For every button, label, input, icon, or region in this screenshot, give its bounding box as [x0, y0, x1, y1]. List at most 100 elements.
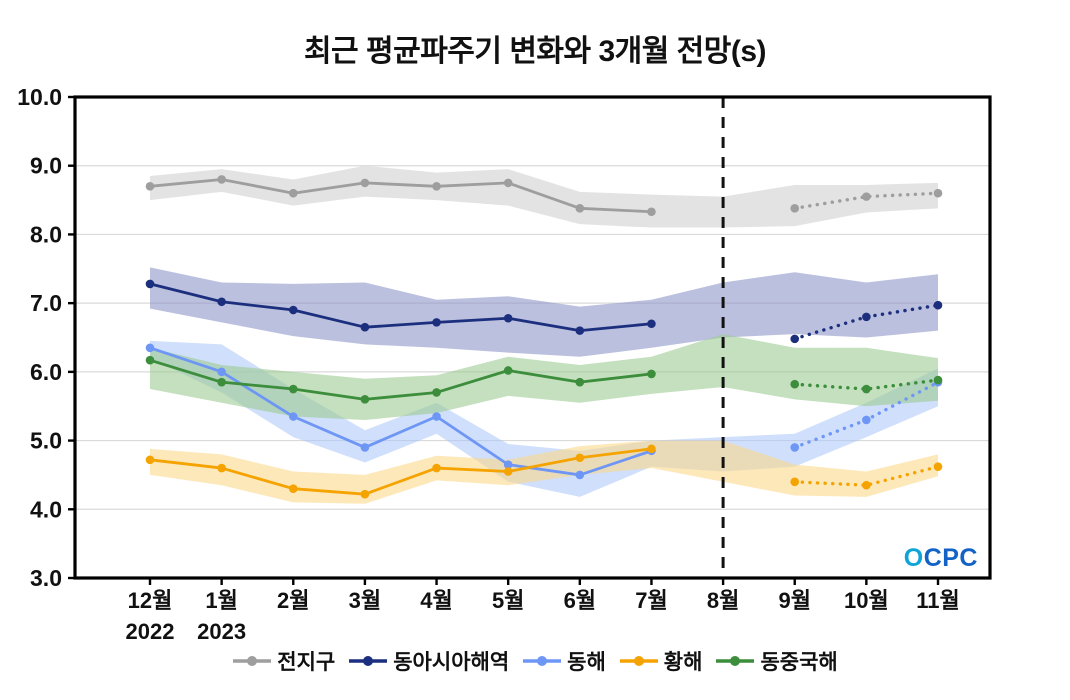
point-동중국해	[575, 377, 585, 387]
x-year-label: 2023	[197, 619, 246, 644]
line-동중국해	[149, 358, 652, 401]
point-동중국해	[933, 375, 943, 385]
point-동해	[217, 367, 226, 377]
x-tick-label: 4월	[420, 588, 452, 613]
point-황해	[360, 489, 370, 499]
point-전지구	[575, 204, 585, 213]
legend-marker	[619, 656, 658, 666]
point-황해	[862, 480, 871, 490]
legend-item-1: 동아시아해역	[348, 646, 509, 676]
point-동아시아해역	[217, 297, 226, 307]
point-동아시아해역	[862, 312, 871, 322]
point-동해	[790, 443, 800, 452]
chart-legend: 전지구 동아시아해역 동해 황해 동중국해	[0, 646, 1070, 676]
band-황해	[150, 440, 938, 504]
point-동중국해	[503, 366, 513, 375]
point-동아시아해역	[432, 318, 441, 327]
chart-title: 최근 평균파주기 변화와 3개월 전망(s)	[303, 35, 767, 68]
legend-item-0: 전지구	[232, 646, 335, 676]
point-동중국해	[647, 369, 656, 379]
point-전지구	[288, 188, 298, 198]
point-동해	[145, 343, 155, 353]
point-동해	[288, 412, 298, 421]
point-동중국해	[790, 379, 800, 389]
y-tick-label: 3.0	[30, 565, 62, 591]
point-동아시아해역	[575, 326, 585, 335]
point-동해	[360, 443, 370, 452]
point-전지구	[647, 207, 656, 217]
point-황해	[432, 463, 441, 473]
point-전지구	[862, 192, 871, 201]
ocpc-logo: OCPC	[904, 544, 978, 572]
point-동중국해	[862, 384, 871, 394]
point-황해	[575, 453, 585, 463]
point-동아시아해역	[933, 300, 943, 310]
line-동해	[149, 346, 652, 477]
legend-label: 황해	[663, 651, 703, 674]
x-tick-label: 5월	[492, 588, 524, 613]
plot-border	[73, 95, 992, 580]
point-황해	[217, 463, 226, 473]
point-전지구	[360, 178, 370, 188]
line-황해	[149, 447, 652, 496]
point-전지구	[933, 188, 943, 198]
y-tick-label: 9.0	[30, 153, 62, 179]
point-전지구	[432, 182, 441, 191]
line-동아시아해역	[149, 282, 652, 333]
point-동아시아해역	[790, 334, 800, 344]
legend-marker	[716, 656, 755, 666]
legend-marker	[349, 656, 388, 666]
point-동해	[503, 460, 513, 469]
point-황해	[145, 455, 155, 465]
legend-item-4: 동중국해	[715, 646, 838, 676]
point-동중국해	[145, 355, 155, 365]
x-tick-label: 6월	[564, 588, 596, 613]
y-tick-label: 7.0	[30, 290, 62, 316]
point-황해	[790, 477, 800, 487]
x-tick-label: 12월	[128, 588, 173, 613]
legend-marker	[523, 656, 562, 666]
point-동해	[862, 415, 871, 425]
y-tick-label: 6.0	[30, 359, 62, 385]
wave-period-chart: 3.0 4.0 5.0 6.0 7.0 8.0 9.0 10.0 12월 1월 2월 3월 4월 5월 6월…	[17, 84, 992, 644]
line-전지구	[149, 178, 652, 214]
x-tick-label: 2월	[277, 588, 309, 613]
legend-label: 동중국해	[760, 651, 838, 674]
x-tick-label: 8월	[707, 588, 739, 613]
x-tick-label: 10월	[844, 588, 889, 613]
y-tick-label: 10.0	[17, 84, 62, 110]
x-tick-label: 3월	[349, 588, 381, 613]
legend-marker	[233, 656, 272, 666]
y-tick-label: 8.0	[30, 221, 62, 247]
point-전지구	[217, 175, 226, 184]
y-tick-label: 4.0	[30, 496, 62, 522]
forecast-line-황해	[793, 464, 940, 487]
point-황해	[933, 462, 943, 471]
legend-item-2: 동해	[522, 646, 606, 676]
point-동해	[432, 412, 441, 421]
forecast-line-전지구	[793, 191, 940, 211]
point-동아시아해역	[503, 313, 513, 323]
point-전지구	[145, 182, 155, 191]
point-동중국해	[360, 395, 370, 404]
point-동아시아해역	[360, 322, 370, 332]
point-동아시아해역	[145, 279, 155, 289]
x-year-label: 2022	[126, 619, 175, 644]
legend-label: 동해	[567, 651, 606, 674]
point-동중국해	[432, 388, 441, 397]
point-동해	[575, 470, 585, 480]
legend-label: 전지구	[277, 651, 336, 674]
band-동아시아해역	[150, 267, 938, 357]
point-전지구	[503, 178, 513, 188]
point-황해	[288, 484, 298, 493]
point-동중국해	[288, 384, 298, 394]
x-tick-label: 1월	[205, 588, 237, 613]
point-동아시아해역	[288, 305, 298, 315]
legend-item-3: 황해	[619, 646, 703, 676]
point-전지구	[790, 204, 800, 213]
point-황해	[503, 467, 513, 476]
legend-label: 동아시아해역	[393, 651, 510, 674]
y-tick-label: 5.0	[30, 428, 62, 454]
point-동중국해	[217, 377, 226, 387]
forecast-line-동중국해	[793, 378, 940, 391]
